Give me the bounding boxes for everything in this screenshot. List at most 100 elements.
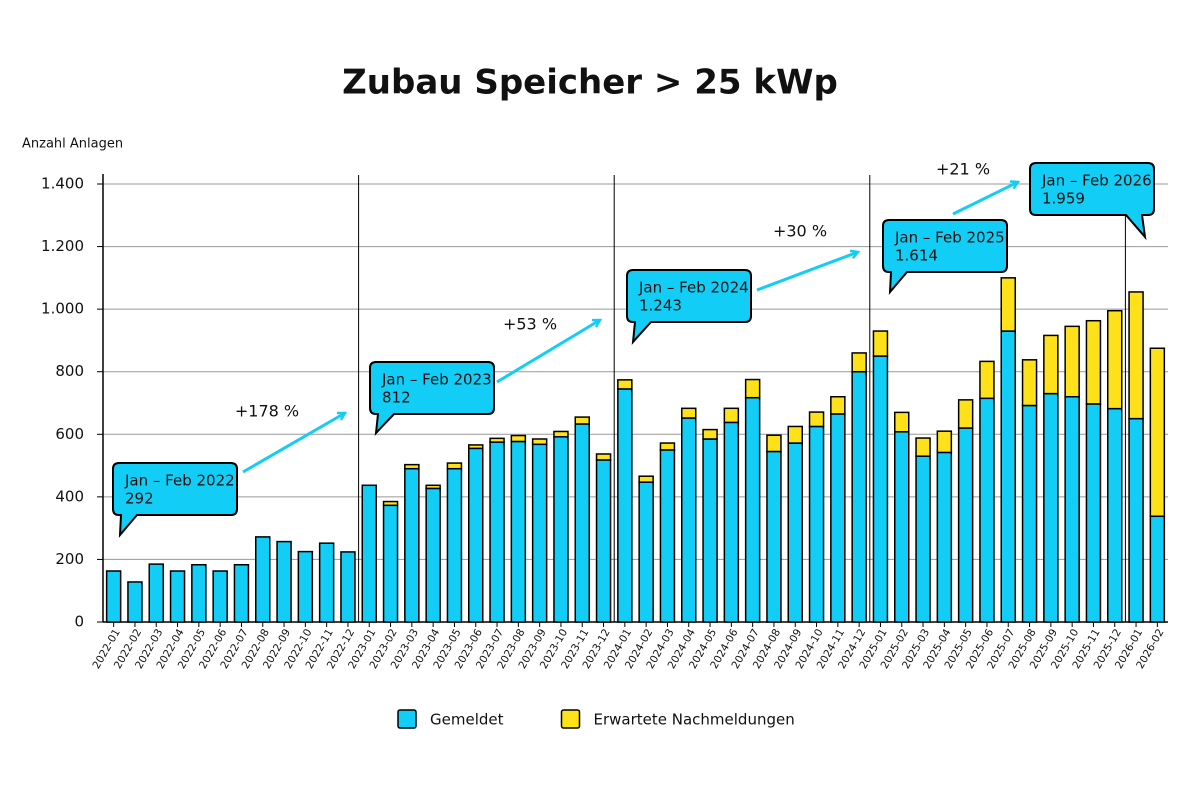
bar-segment xyxy=(1085,319,1102,405)
y-tick-label: 200 xyxy=(55,550,84,568)
bar-segment xyxy=(553,436,569,623)
bar-segment xyxy=(894,431,910,623)
bar-segment xyxy=(553,430,569,438)
callout-value: 1.614 xyxy=(895,247,938,265)
bar-segment xyxy=(723,421,740,623)
bar-segment xyxy=(1021,404,1038,623)
bar-segment xyxy=(787,425,803,444)
bar-segment xyxy=(574,423,590,623)
bar-segment xyxy=(744,378,761,399)
y-axis-label: Anzahl Anlagen xyxy=(22,137,123,152)
callout-period: Jan – Feb 2024 xyxy=(638,279,749,297)
legend-label: Erwartete Nachmeldungen xyxy=(594,711,795,729)
bar-segment xyxy=(851,370,867,623)
bar-segment xyxy=(425,484,441,490)
bar-segment xyxy=(808,425,825,623)
growth-arrow xyxy=(952,182,1018,216)
y-tick-label: 0 xyxy=(74,613,84,631)
bar-segment xyxy=(808,411,825,428)
bar-segment xyxy=(1064,325,1080,398)
growth-arrow xyxy=(242,411,345,474)
bar-segment xyxy=(936,430,953,454)
legend-swatch xyxy=(560,709,581,729)
bar-segment xyxy=(212,570,228,623)
bar-segment xyxy=(489,441,505,623)
callout-box xyxy=(369,361,495,436)
y-tick-label: 1.200 xyxy=(41,237,84,255)
bar-segment xyxy=(915,455,931,623)
bar-segment xyxy=(894,411,910,433)
bar-segment xyxy=(148,563,164,623)
bar-segment xyxy=(531,443,548,623)
bar-segment xyxy=(787,442,803,623)
bar-segment xyxy=(872,330,889,357)
callout-period: Jan – Feb 2023 xyxy=(381,371,492,389)
bar-segment xyxy=(340,551,356,623)
bar-segment xyxy=(1000,330,1016,623)
bar-segment xyxy=(766,450,782,623)
bar-segment xyxy=(1064,395,1080,623)
bar-segment xyxy=(404,467,420,623)
bar-segment xyxy=(1000,277,1016,332)
bar-segment xyxy=(1043,392,1059,623)
bar-segment xyxy=(1149,347,1166,518)
bar-segment xyxy=(510,434,527,443)
bar-segment xyxy=(489,437,505,443)
y-tick-label: 1.000 xyxy=(41,300,84,318)
bar-segment xyxy=(318,542,335,623)
bar-segment xyxy=(191,563,207,623)
callout-box xyxy=(882,219,1008,295)
bar-segment xyxy=(531,438,548,446)
growth-arrow xyxy=(496,320,600,384)
y-tick-label: 1.400 xyxy=(41,175,84,193)
bar-segment xyxy=(127,581,143,623)
bar-segment xyxy=(595,453,612,461)
callout-value: 1.243 xyxy=(639,297,682,315)
bar-segment xyxy=(915,437,931,457)
bar-segment xyxy=(744,396,761,623)
growth-label: +178 % xyxy=(235,402,299,421)
callout-value: 1.959 xyxy=(1042,190,1085,208)
bar-segment xyxy=(617,379,633,390)
y-tick-label: 800 xyxy=(55,362,84,380)
bar-segment xyxy=(979,360,995,400)
bar-segment xyxy=(1107,407,1123,623)
bar-segment xyxy=(723,407,740,424)
bar-segment xyxy=(979,397,995,623)
bar-segment xyxy=(297,550,314,623)
bar-segment xyxy=(382,500,399,507)
bar-segment xyxy=(574,416,590,425)
y-tick-label: 400 xyxy=(55,487,84,505)
callout-box xyxy=(626,269,752,345)
bar-segment xyxy=(595,459,612,623)
y-tick-label: 600 xyxy=(55,425,84,443)
bar-segment xyxy=(255,536,271,623)
bar-segment xyxy=(233,563,250,623)
chart-title: Zubau Speicher > 25 kWp xyxy=(342,63,838,103)
growth-label: +21 % xyxy=(936,160,990,179)
bar-segment xyxy=(382,504,399,623)
bar-segment xyxy=(361,484,377,623)
bar-segment xyxy=(681,407,697,419)
bar-segment xyxy=(446,467,463,623)
growth-arrow xyxy=(756,252,858,292)
bar-segment xyxy=(702,438,718,623)
callout-value: 812 xyxy=(382,389,411,407)
bar-segment xyxy=(638,475,654,483)
legend-label: Gemeldet xyxy=(430,711,504,729)
bar-segment xyxy=(830,413,846,623)
bar-segment xyxy=(659,449,676,623)
growth-label: +53 % xyxy=(503,315,557,334)
bar-segment xyxy=(638,481,654,623)
bar-segment xyxy=(1043,334,1059,395)
bar-segment xyxy=(1128,417,1144,623)
bar-segment xyxy=(617,388,633,623)
bar-segment xyxy=(169,570,186,623)
callout-period: Jan – Feb 2025 xyxy=(894,229,1005,247)
callout-period: Jan – Feb 2022 xyxy=(124,472,235,490)
callout-box xyxy=(112,462,238,538)
bar-segment xyxy=(105,570,122,623)
bar-segment xyxy=(851,352,867,373)
